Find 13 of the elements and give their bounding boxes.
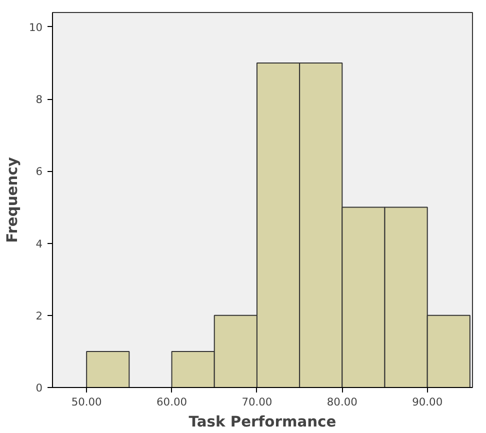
x-tick-label: 80.00 (326, 396, 358, 408)
x-axis-title: Task Performance (188, 414, 336, 430)
x-tick-label: 50.00 (71, 396, 102, 408)
x-tick-label: 60.00 (156, 396, 188, 408)
y-tick-label: 2 (36, 309, 42, 322)
y-tick-label: 10 (28, 20, 43, 34)
y-tick-label: 6 (36, 165, 43, 178)
x-tick-label: 90.00 (412, 396, 443, 408)
x-tick-label: 70.00 (242, 396, 272, 408)
y-tick-label: 0 (36, 382, 43, 394)
y-tick-label: 8 (36, 93, 43, 106)
y-axis-title: Frequency (4, 156, 21, 243)
y-tick-label: 4 (36, 237, 43, 250)
